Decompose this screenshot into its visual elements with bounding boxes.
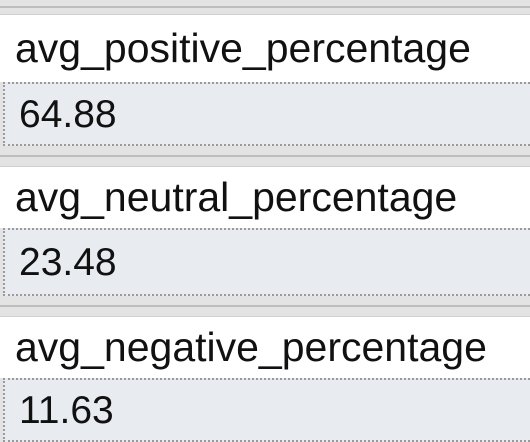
- grid-line: [0, 305, 530, 307]
- field-value-avg-neutral[interactable]: 23.48: [3, 228, 530, 296]
- grid-line: [0, 155, 530, 157]
- field-value-avg-positive[interactable]: 64.88: [3, 82, 530, 146]
- field-label-avg-negative: avg_negative_percentage: [0, 316, 530, 378]
- field-label-avg-neutral: avg_neutral_percentage: [0, 166, 530, 228]
- field-value-avg-negative[interactable]: 11.63: [3, 378, 530, 442]
- grid-line: [0, 6, 530, 8]
- field-label-avg-positive: avg_positive_percentage: [0, 14, 530, 82]
